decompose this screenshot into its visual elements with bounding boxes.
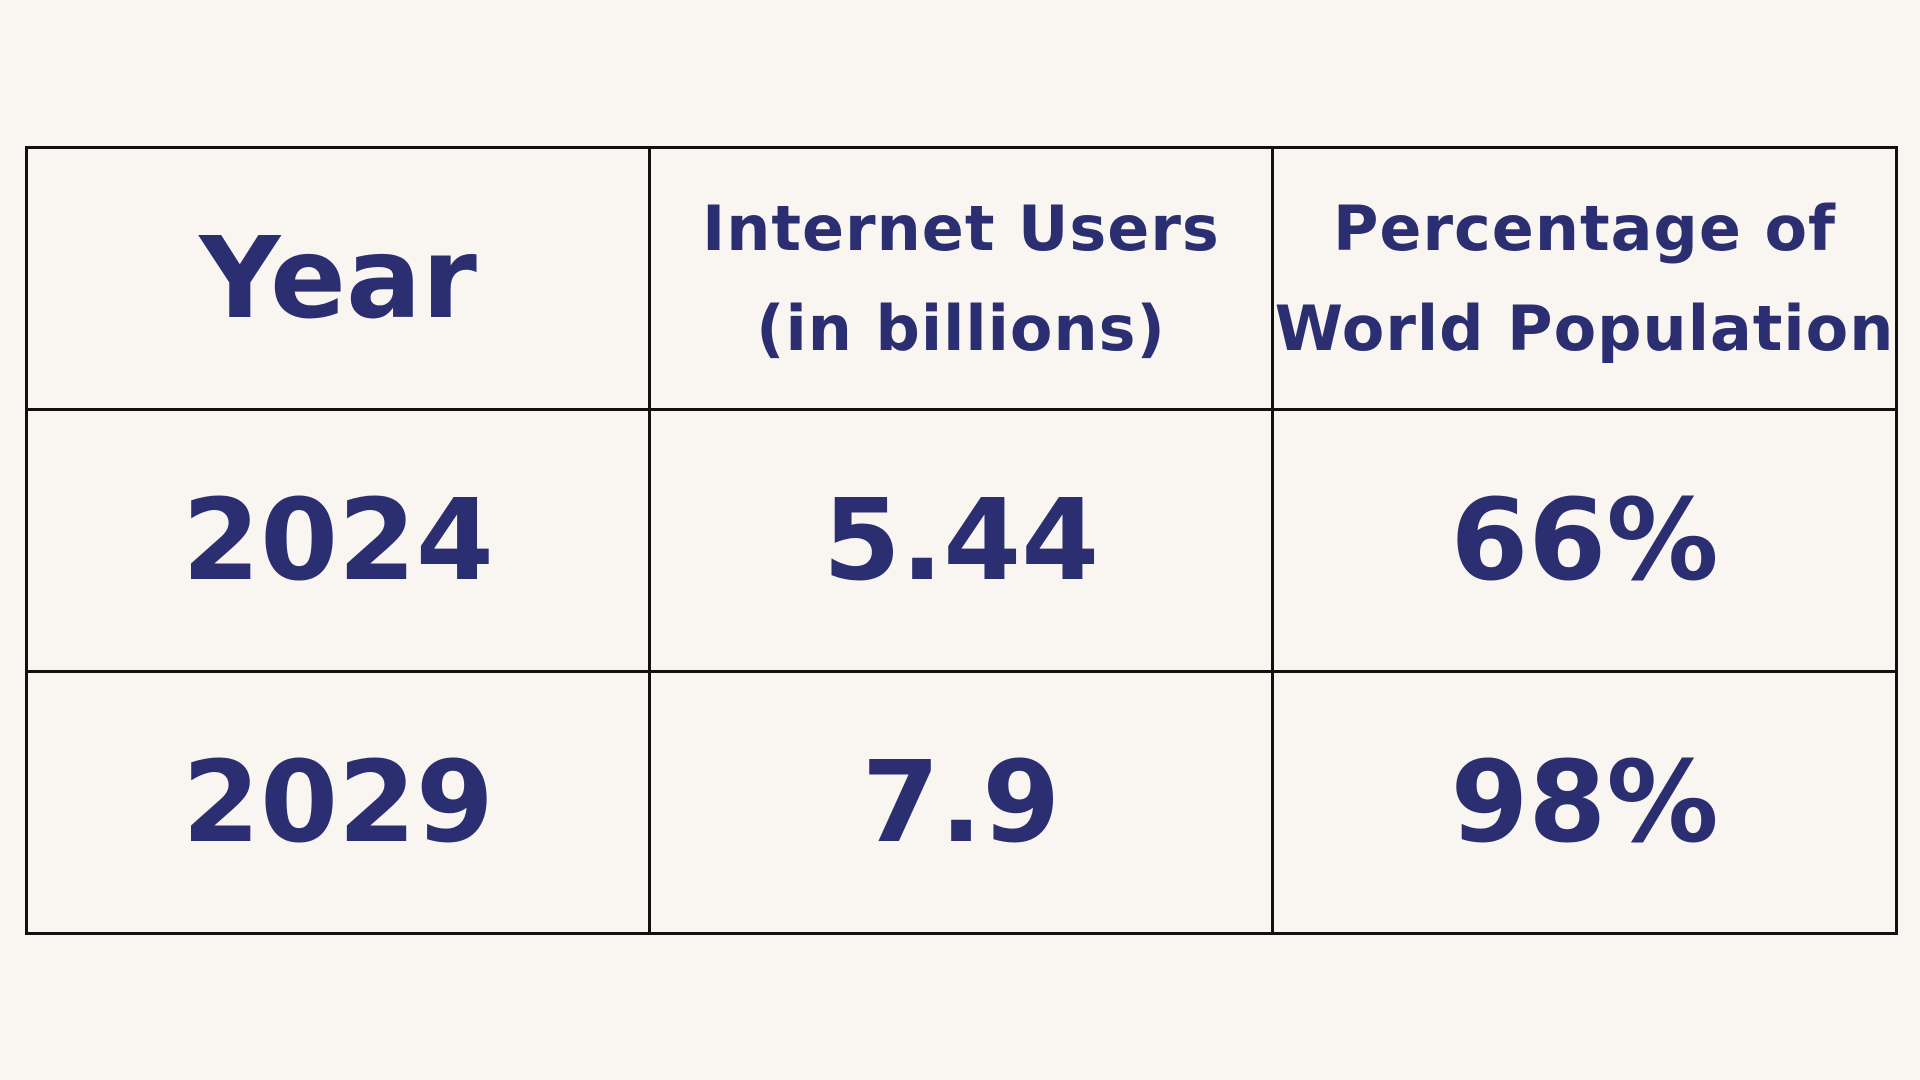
internet-users-value: 7.9 <box>861 737 1061 868</box>
data-table: Year Internet Users (in billions) Percen… <box>25 146 1898 935</box>
table-cell-internet-users: 7.9 <box>648 670 1274 935</box>
percentage-value: 98% <box>1450 737 1719 868</box>
header-label-percentage-line1: Percentage of <box>1332 191 1837 265</box>
percentage-value: 66% <box>1450 475 1719 606</box>
table-cell-percentage: 66% <box>1271 408 1898 673</box>
table-row: 2024 5.44 66% <box>25 408 1898 673</box>
header-cell-percentage: Percentage of World Population <box>1271 146 1898 411</box>
header-label-internet-users-line2: (in billions) <box>756 291 1166 365</box>
internet-users-value: 5.44 <box>822 475 1100 606</box>
table-cell-year: 2029 <box>25 670 651 935</box>
table-cell-internet-users: 5.44 <box>648 408 1274 673</box>
header-label-percentage-line2: World Population <box>1274 291 1895 365</box>
table-row: 2029 7.9 98% <box>25 670 1898 935</box>
table-cell-year: 2024 <box>25 408 651 673</box>
year-value: 2029 <box>182 737 494 868</box>
year-value: 2024 <box>182 475 494 606</box>
header-label-internet-users-line1: Internet Users <box>702 191 1220 265</box>
header-label-year: Year <box>199 213 477 344</box>
header-row: Year Internet Users (in billions) Percen… <box>25 146 1898 411</box>
table-cell-percentage: 98% <box>1271 670 1898 935</box>
header-cell-year: Year <box>25 146 651 411</box>
header-cell-internet-users: Internet Users (in billions) <box>648 146 1274 411</box>
